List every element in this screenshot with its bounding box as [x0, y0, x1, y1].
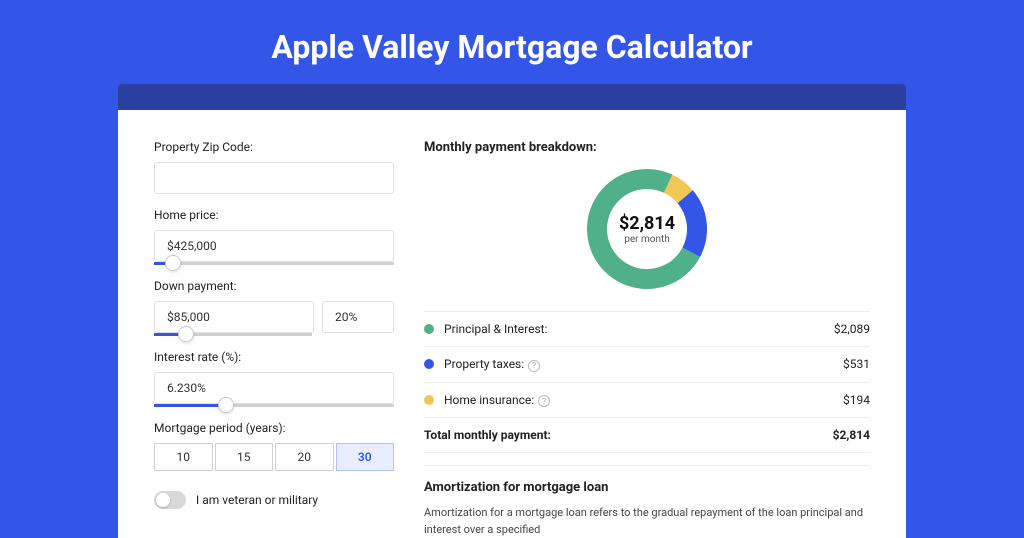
legend-value: $194 — [843, 393, 870, 407]
mortgage-period-buttons: 10152030 — [154, 443, 394, 471]
veteran-toggle[interactable] — [154, 491, 186, 509]
card-header-strip — [118, 84, 906, 110]
mortgage-period-30[interactable]: 30 — [336, 443, 395, 471]
breakdown-title: Monthly payment breakdown: — [424, 140, 870, 155]
legend-label: Principal & Interest: — [444, 322, 834, 336]
legend-value: $531 — [843, 357, 870, 371]
down-payment-slider[interactable] — [154, 333, 312, 336]
mortgage-period-10[interactable]: 10 — [154, 443, 213, 471]
home-price-slider[interactable] — [154, 262, 394, 265]
down-payment-input[interactable] — [154, 301, 314, 333]
mortgage-period-label: Mortgage period (years): — [154, 421, 394, 435]
veteran-toggle-row: I am veteran or military — [154, 491, 394, 509]
breakdown-panel: Monthly payment breakdown: $2,814 per mo… — [424, 140, 870, 538]
donut-wrap: $2,814 per month — [424, 169, 870, 289]
zip-label: Property Zip Code: — [154, 140, 394, 154]
legend-dot — [424, 395, 434, 405]
home-price-group: Home price: — [154, 208, 394, 265]
page-title: Apple Valley Mortgage Calculator — [0, 0, 1024, 84]
home-price-input[interactable] — [154, 230, 394, 262]
payment-donut-chart: $2,814 per month — [587, 169, 707, 289]
legend-row-taxes: Property taxes:?$531 — [424, 347, 870, 383]
amortization-text: Amortization for a mortgage loan refers … — [424, 505, 870, 538]
legend-row-total: Total monthly payment:$2,814 — [424, 418, 870, 453]
calculator-card: Property Zip Code: Home price: Down paym… — [118, 110, 906, 538]
legend-row-principal: Principal & Interest:$2,089 — [424, 312, 870, 347]
amortization-section: Amortization for mortgage loan Amortizat… — [424, 465, 870, 538]
mortgage-period-15[interactable]: 15 — [215, 443, 274, 471]
down-payment-group: Down payment: — [154, 279, 394, 336]
donut-total-value: $2,814 — [619, 213, 675, 234]
interest-rate-label: Interest rate (%): — [154, 350, 394, 364]
down-payment-label: Down payment: — [154, 279, 394, 293]
zip-group: Property Zip Code: — [154, 140, 394, 194]
legend-total-label: Total monthly payment: — [424, 428, 833, 442]
amortization-title: Amortization for mortgage loan — [424, 480, 870, 495]
mortgage-period-group: Mortgage period (years): 10152030 — [154, 421, 394, 471]
home-price-label: Home price: — [154, 208, 394, 222]
interest-rate-slider[interactable] — [154, 404, 394, 407]
form-panel: Property Zip Code: Home price: Down paym… — [154, 140, 394, 538]
interest-rate-input[interactable] — [154, 372, 394, 404]
legend-dot — [424, 324, 434, 334]
down-payment-pct-input[interactable] — [322, 301, 394, 333]
mortgage-period-20[interactable]: 20 — [275, 443, 334, 471]
veteran-label: I am veteran or military — [196, 493, 318, 507]
legend-total-value: $2,814 — [833, 428, 870, 442]
legend-row-insurance: Home insurance:?$194 — [424, 383, 870, 419]
breakdown-legend: Principal & Interest:$2,089Property taxe… — [424, 311, 870, 453]
donut-total-sub: per month — [624, 234, 670, 245]
info-icon[interactable]: ? — [538, 395, 550, 407]
interest-rate-group: Interest rate (%): — [154, 350, 394, 407]
legend-label: Home insurance:? — [444, 393, 843, 408]
info-icon[interactable]: ? — [528, 360, 540, 372]
zip-input[interactable] — [154, 162, 394, 194]
legend-value: $2,089 — [834, 322, 870, 336]
legend-label: Property taxes:? — [444, 357, 843, 372]
legend-dot — [424, 359, 434, 369]
